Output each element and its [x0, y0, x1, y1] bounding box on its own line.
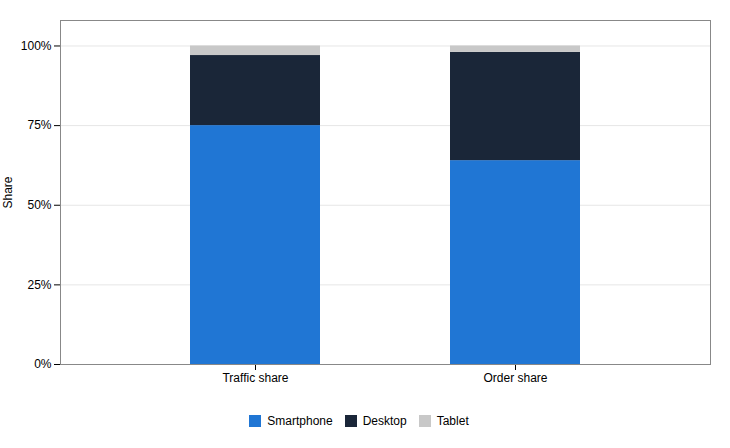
svg-text:75%: 75%	[27, 118, 51, 132]
html-text:Desktop: Desktop	[362, 413, 407, 428]
html-text:Tablet: Tablet	[436, 413, 469, 428]
svg-text:100%: 100%	[21, 39, 52, 53]
svg-text:50%: 50%	[27, 198, 51, 212]
svg-text:Traffic share: Traffic share	[222, 371, 288, 385]
html-text:Smartphone: Smartphone	[267, 413, 333, 428]
svg-text:Share: Share	[1, 176, 15, 208]
svg-text:Order share: Order share	[483, 371, 547, 385]
svg-text:0%: 0%	[34, 357, 52, 371]
svg-text:25%: 25%	[27, 278, 51, 292]
